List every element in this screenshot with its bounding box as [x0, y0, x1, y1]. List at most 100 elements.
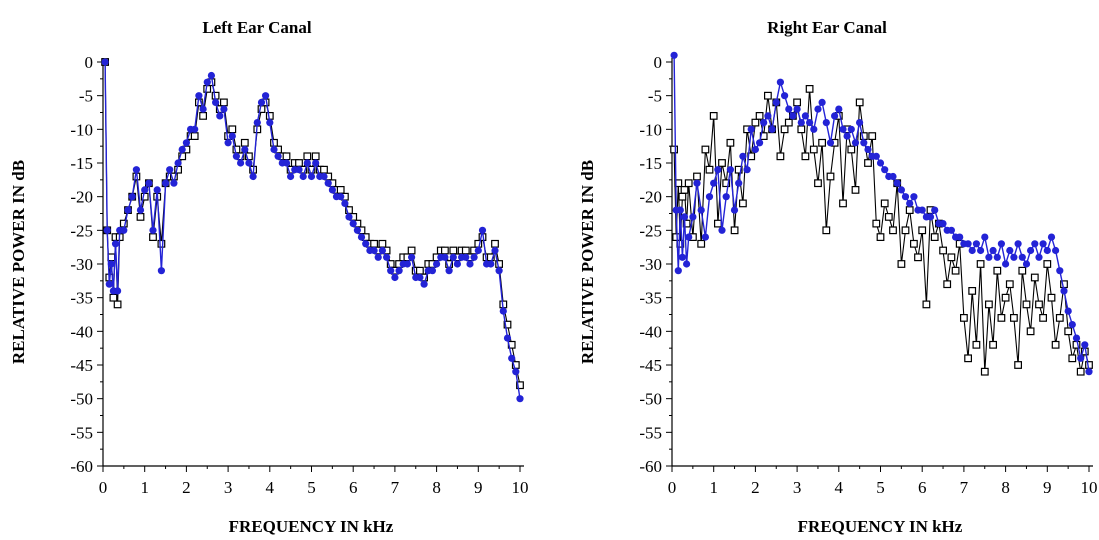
- open-square-marker: [968, 287, 977, 295]
- y-tick-label: -50: [639, 390, 662, 409]
- filled-circle-marker: [901, 193, 910, 201]
- y-tick-label: -15: [70, 154, 93, 173]
- filled-circle-marker: [503, 334, 512, 342]
- filled-circle-marker: [710, 179, 718, 187]
- y-tick-label: -45: [639, 356, 662, 375]
- open-square-marker: [801, 152, 810, 161]
- filled-circle-marker: [174, 159, 182, 167]
- filled-circle-marker: [420, 280, 428, 288]
- open-square-marker: [930, 233, 939, 242]
- filled-circle-marker: [203, 78, 211, 86]
- open-square-marker: [705, 165, 714, 174]
- open-square-marker: [503, 320, 512, 329]
- filled-circle-marker: [182, 139, 190, 147]
- filled-circle-marker: [120, 226, 128, 234]
- filled-circle-marker: [747, 125, 755, 133]
- filled-circle-marker: [403, 260, 411, 268]
- filled-circle-marker: [245, 159, 253, 167]
- filled-circle-marker: [295, 166, 303, 174]
- filled-circle-marker: [906, 199, 914, 207]
- filled-circle-marker: [910, 193, 918, 201]
- y-tick-label: -20: [70, 188, 93, 207]
- filled-circle-marker: [328, 186, 336, 194]
- open-square-marker: [491, 239, 499, 248]
- filled-circle-marker: [453, 260, 461, 268]
- filled-circle-marker: [307, 172, 316, 181]
- filled-circle-marker: [145, 179, 153, 187]
- filled-circle-marker: [153, 186, 161, 194]
- y-tick-label: -50: [70, 390, 93, 409]
- y-axis-label: RELATIVE POWER IN dB: [9, 160, 28, 364]
- filled-circle-marker: [726, 166, 735, 174]
- filled-circle-marker: [860, 139, 868, 147]
- filled-circle-marker: [1006, 246, 1014, 255]
- y-axis-label: RELATIVE POWER IN dB: [578, 160, 597, 364]
- y-tick-label: -35: [70, 289, 93, 308]
- right-ear-canal-chart: Right Ear Canal RELATIVE POWER IN dB FRE…: [578, 18, 1098, 536]
- open-square-marker: [901, 226, 910, 235]
- open-square-marker: [228, 125, 237, 134]
- y-tick-label: -15: [639, 154, 662, 173]
- x-tick-label: 8: [1001, 478, 1010, 497]
- open-square-marker: [964, 354, 972, 363]
- x-tick-label: 0: [668, 478, 677, 497]
- open-square-marker: [449, 246, 458, 255]
- axes: 0 -5 -10 -15 -20 -25 -30 -35 -40 -45 -50 -55 -60 0 1 2 3…: [639, 53, 1097, 497]
- open-square-marker: [672, 233, 681, 242]
- filled-circle-marker: [931, 206, 939, 214]
- open-square-marker: [989, 340, 997, 349]
- filled-circle-marker: [345, 213, 353, 221]
- open-square-marker: [826, 172, 835, 181]
- open-square-marker: [220, 98, 228, 107]
- filled-circle-marker: [839, 125, 847, 133]
- filled-circle-marker: [470, 253, 478, 261]
- filled-circle-marker: [1027, 246, 1035, 255]
- filled-circle-marker: [445, 267, 453, 275]
- filled-circle-marker: [897, 186, 906, 194]
- filled-circle-marker: [680, 213, 689, 221]
- filled-circle-marker: [132, 166, 140, 174]
- filled-circle-marker: [157, 267, 165, 275]
- filled-circle-marker: [408, 253, 416, 261]
- filled-circle-marker: [1068, 321, 1076, 329]
- open-square-marker: [320, 165, 328, 174]
- open-square-marker: [780, 125, 789, 134]
- open-square-marker: [136, 213, 145, 221]
- y-tick-label: -5: [79, 87, 93, 106]
- open-square-marker: [864, 159, 872, 167]
- open-square-marker: [1014, 361, 1022, 369]
- filled-circle-marker: [224, 139, 232, 147]
- filled-circle-marker: [822, 119, 830, 127]
- filled-circle-marker: [806, 119, 814, 127]
- filled-circle-marker: [735, 179, 743, 187]
- filled-circle-marker: [1039, 240, 1047, 248]
- open-square-marker: [889, 226, 897, 235]
- filled-circle-marker: [212, 98, 220, 106]
- filled-circle-marker: [768, 125, 776, 133]
- filled-circle-marker: [387, 267, 395, 275]
- y-tick-label: -5: [648, 87, 662, 106]
- filled-circle-marker: [103, 226, 111, 234]
- filled-circle-marker: [237, 159, 245, 167]
- filled-circle-marker: [270, 145, 278, 154]
- open-square-marker: [370, 239, 378, 248]
- filled-circle-marker: [299, 172, 307, 181]
- open-square-marker: [730, 226, 739, 235]
- filled-circle-marker: [287, 172, 295, 181]
- filled-circle-marker: [478, 226, 487, 234]
- filled-circle-marker: [249, 172, 257, 181]
- filled-circle-marker: [124, 206, 132, 214]
- open-square-marker: [818, 138, 826, 147]
- filled-circle-marker: [889, 172, 897, 181]
- x-tick-label: 6: [349, 478, 358, 497]
- open-square-marker: [701, 145, 710, 154]
- filled-circle-marker: [972, 240, 981, 248]
- y-tick-label: -45: [70, 356, 93, 375]
- filled-circle-marker: [1064, 307, 1072, 315]
- filled-circle-marker: [303, 159, 311, 167]
- open-square-marker: [1022, 300, 1031, 309]
- filled-circle-marker: [826, 139, 835, 147]
- open-square-marker: [1009, 314, 1018, 322]
- filled-circle-marker: [228, 132, 236, 140]
